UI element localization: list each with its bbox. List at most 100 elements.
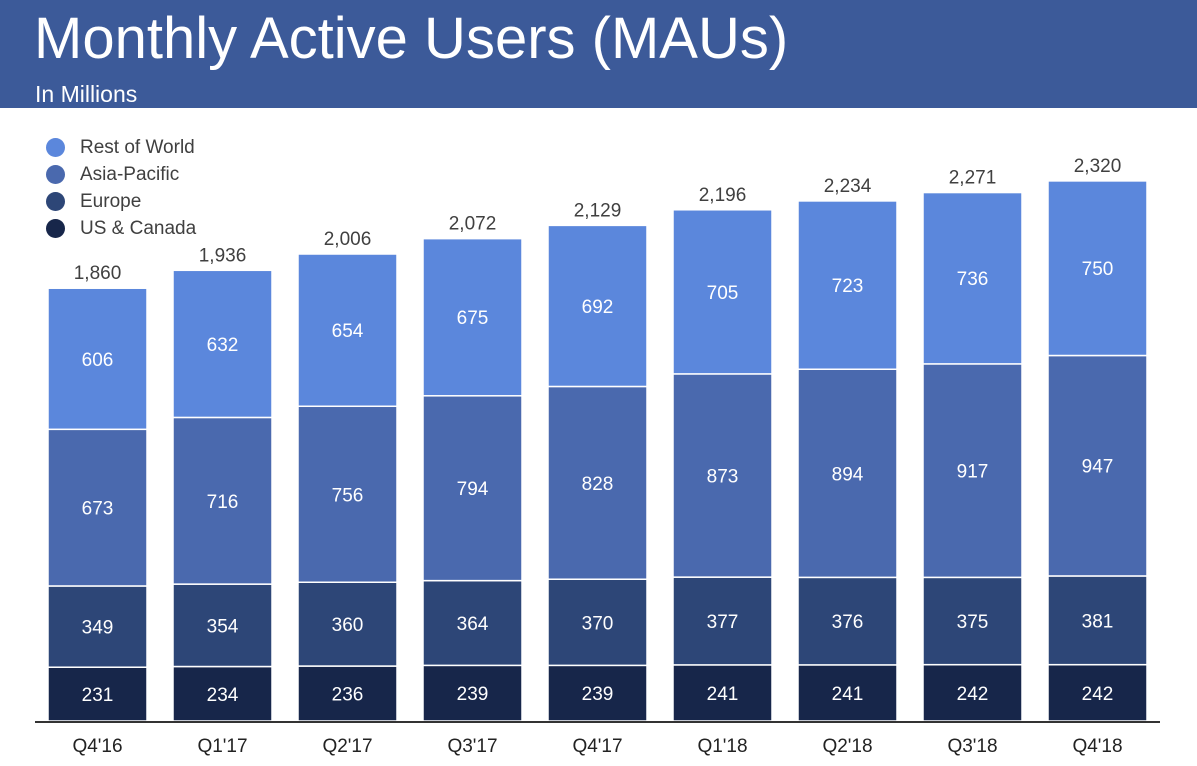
- data-label: 873: [707, 467, 739, 488]
- data-label: 241: [707, 684, 739, 705]
- data-label: 705: [707, 283, 739, 304]
- bar-segment-europe: [797, 576, 898, 666]
- header-banner: Monthly Active Users (MAUs) In Millions: [0, 0, 1197, 108]
- data-label: 673: [82, 499, 114, 520]
- data-label: 236: [332, 685, 364, 706]
- legend-item-asia-pacific: Asia-Pacific: [46, 161, 196, 188]
- legend-item-europe: Europe: [46, 188, 196, 215]
- bar-segment-us-canada: [1047, 663, 1148, 722]
- data-label: 376: [832, 612, 864, 633]
- bar-segment-europe: [47, 585, 148, 668]
- data-label: 349: [82, 618, 114, 639]
- data-label: 947: [1082, 457, 1114, 478]
- bar-segment-rest-of-world: [922, 191, 1023, 365]
- bar-segment-europe: [547, 578, 648, 667]
- legend-swatch: [46, 138, 65, 157]
- total-label: 2,320: [1074, 156, 1122, 177]
- legend-label: Rest of World: [80, 136, 195, 158]
- x-tick-label: Q1'18: [697, 736, 747, 757]
- bar-segment-europe: [297, 581, 398, 667]
- data-label: 231: [82, 685, 114, 706]
- data-label: 692: [582, 297, 614, 318]
- bar-segment-europe: [422, 579, 523, 667]
- bar-segment-rest-of-world: [797, 200, 898, 370]
- data-label: 242: [957, 684, 989, 705]
- bar-segment-rest-of-world: [1047, 180, 1148, 357]
- x-tick-label: Q1'17: [197, 736, 247, 757]
- bar-segment-asia-pacific: [422, 395, 523, 582]
- x-tick-label: Q2'17: [322, 736, 372, 757]
- bar-segment-rest-of-world: [172, 269, 273, 419]
- legend-swatch: [46, 165, 65, 184]
- bar-segment-asia-pacific: [47, 428, 148, 587]
- data-label: 756: [332, 485, 364, 506]
- data-label: 917: [957, 462, 989, 483]
- page-subtitle: In Millions: [35, 81, 138, 107]
- bar-segment-rest-of-world: [422, 237, 523, 397]
- total-label: 2,072: [449, 214, 497, 235]
- bar-segment-us-canada: [672, 664, 773, 722]
- data-label: 364: [457, 614, 489, 635]
- legend-item-us-canada: US & Canada: [46, 215, 196, 242]
- bar-segment-europe: [1047, 575, 1148, 666]
- data-label: 354: [207, 616, 239, 637]
- data-label: 894: [832, 464, 864, 485]
- total-label: 2,006: [324, 229, 372, 250]
- bar-segment-rest-of-world: [47, 287, 148, 431]
- data-label: 375: [957, 612, 989, 633]
- total-label: 2,271: [949, 168, 997, 189]
- total-label: 2,129: [574, 200, 622, 221]
- legend-item-rest-of-world: Rest of World: [46, 134, 196, 161]
- bar-segment-us-canada: [922, 663, 1023, 722]
- data-label: 736: [957, 269, 989, 290]
- data-label: 632: [207, 335, 239, 356]
- data-label: 716: [207, 492, 239, 513]
- bar-segment-rest-of-world: [297, 253, 398, 408]
- data-label: 828: [582, 474, 614, 495]
- bar-segment-us-canada: [797, 664, 898, 722]
- total-label: 2,196: [699, 185, 747, 206]
- legend-swatch: [46, 219, 65, 238]
- x-tick-label: Q4'16: [72, 736, 122, 757]
- total-label: 1,860: [74, 263, 122, 284]
- data-label: 360: [332, 615, 364, 636]
- data-label: 370: [582, 613, 614, 634]
- bar-segment-europe: [172, 583, 273, 668]
- total-label: 2,234: [824, 176, 872, 197]
- data-label: 675: [457, 308, 489, 329]
- x-tick-label: Q2'18: [822, 736, 872, 757]
- bar-segment-asia-pacific: [1047, 354, 1148, 577]
- bar-segment-europe: [672, 576, 773, 666]
- data-label: 242: [1082, 684, 1114, 705]
- legend-label: Europe: [80, 190, 142, 212]
- total-label: 1,936: [199, 245, 247, 266]
- chart-legend: Rest of World Asia-Pacific Europe US & C…: [46, 134, 196, 242]
- x-tick-label: Q4'17: [572, 736, 622, 757]
- legend-swatch: [46, 192, 65, 211]
- bar-segment-asia-pacific: [797, 368, 898, 579]
- data-label: 794: [457, 479, 489, 500]
- data-label: 606: [82, 350, 114, 371]
- x-tick-label: Q3'18: [947, 736, 997, 757]
- data-label: 723: [832, 276, 864, 297]
- data-label: 750: [1082, 259, 1114, 280]
- bar-segment-us-canada: [297, 665, 398, 722]
- data-label: 239: [582, 684, 614, 705]
- data-label: 234: [207, 685, 239, 706]
- bar-segment-rest-of-world: [547, 224, 648, 388]
- x-tick-label: Q4'18: [1072, 736, 1122, 757]
- data-label: 381: [1082, 611, 1114, 632]
- bar-segment-us-canada: [47, 666, 148, 722]
- bar-segment-asia-pacific: [672, 373, 773, 578]
- x-tick-label: Q3'17: [447, 736, 497, 757]
- data-label: 377: [707, 612, 739, 633]
- data-label: 654: [332, 321, 364, 342]
- bar-segment-asia-pacific: [547, 385, 648, 580]
- legend-label: Asia-Pacific: [80, 163, 180, 185]
- page-title: Monthly Active Users (MAUs): [34, 6, 789, 71]
- legend-label: US & Canada: [80, 217, 197, 239]
- bar-segment-asia-pacific: [922, 363, 1023, 579]
- bar-segment-us-canada: [547, 664, 648, 722]
- data-label: 241: [832, 684, 864, 705]
